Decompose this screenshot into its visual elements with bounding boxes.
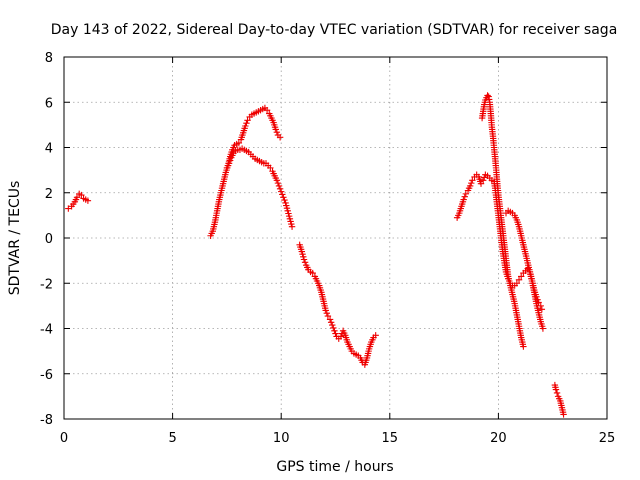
data-point — [276, 185, 284, 192]
data-point — [520, 343, 527, 350]
data-point — [226, 157, 234, 164]
data-point — [330, 324, 337, 332]
data-point — [466, 182, 474, 190]
data-point — [484, 92, 491, 99]
y-tick-label: 6 — [45, 96, 53, 111]
data-point — [276, 134, 284, 141]
data-point — [322, 307, 329, 314]
data-point — [279, 191, 286, 198]
y-tick-label: 2 — [45, 187, 53, 202]
data-point — [337, 333, 345, 340]
data-point — [324, 312, 332, 320]
data-point — [461, 193, 468, 200]
chart-title: Day 143 of 2022, Sidereal Day-to-day VTE… — [51, 22, 618, 38]
data-point — [462, 190, 470, 198]
data-point — [78, 191, 85, 199]
data-point — [273, 129, 281, 136]
data-point — [73, 194, 81, 201]
data-point — [372, 332, 379, 339]
data-point — [280, 194, 287, 201]
x-tick-label: 5 — [168, 431, 176, 446]
y-tick-label: 0 — [45, 232, 53, 247]
data-point — [65, 205, 72, 212]
data-point — [242, 122, 249, 130]
y-axis-label: SDTVAR / TECUs — [7, 181, 23, 296]
data-point — [275, 182, 283, 190]
data-point — [468, 179, 475, 187]
data-point — [479, 177, 487, 184]
data-point — [225, 160, 233, 167]
data-point — [273, 177, 281, 184]
x-tick-label: 10 — [273, 431, 290, 446]
x-tick-label: 15 — [382, 431, 399, 446]
data-point — [288, 223, 296, 230]
data-points — [65, 92, 567, 418]
data-point — [539, 325, 547, 332]
data-point — [323, 310, 331, 317]
axis-ticks: 0 5 10 15 20 25 -8 -6 -4 -2 0 2 4 6 8 — [40, 51, 615, 446]
data-point — [513, 280, 521, 287]
data-point — [477, 180, 485, 187]
data-point — [329, 321, 336, 329]
data-point — [552, 386, 560, 393]
data-point — [518, 273, 525, 280]
data-point — [274, 179, 282, 187]
data-point — [301, 259, 309, 266]
data-point — [469, 177, 476, 184]
data-point — [267, 164, 274, 172]
data-point — [331, 327, 338, 334]
y-tick-label: 4 — [45, 142, 53, 157]
data-point — [460, 196, 467, 203]
data-point — [481, 174, 488, 181]
data-point — [538, 306, 546, 313]
data-point — [84, 197, 92, 204]
data-point — [263, 106, 271, 114]
data-point — [281, 196, 288, 204]
y-tick-label: -8 — [40, 413, 53, 428]
data-point — [553, 389, 561, 397]
data-point — [300, 256, 308, 263]
data-point — [327, 319, 335, 326]
data-point — [515, 276, 523, 284]
x-tick-label: 0 — [60, 431, 68, 446]
x-tick-label: 25 — [599, 431, 616, 446]
data-point — [560, 411, 567, 418]
x-axis-label: GPS time / hours — [276, 459, 393, 475]
data-point — [244, 117, 251, 124]
data-point — [243, 119, 250, 127]
data-point — [272, 126, 279, 133]
x-tick-label: 20 — [490, 431, 507, 446]
data-point — [326, 316, 334, 323]
data-point — [332, 330, 339, 337]
data-point — [309, 269, 316, 277]
y-tick-label: 8 — [45, 51, 53, 66]
y-tick-label: -2 — [40, 277, 53, 292]
data-point — [278, 188, 285, 195]
data-point — [235, 139, 243, 147]
y-tick-label: -4 — [40, 323, 53, 338]
y-tick-label: -6 — [40, 368, 53, 383]
grid — [64, 57, 607, 419]
